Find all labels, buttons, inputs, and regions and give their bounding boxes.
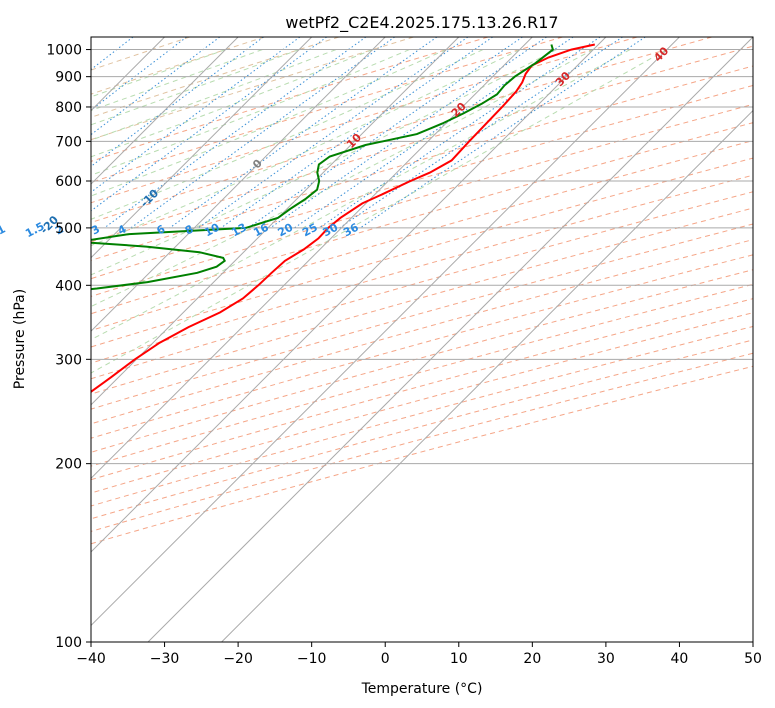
- dewpoint-trace: [91, 44, 555, 291]
- isotherm: [147, 37, 753, 642]
- mixing-ratio-label: 25: [300, 221, 320, 240]
- y-tick-label: 600: [55, 174, 82, 190]
- mixing-ratio-line: [270, 37, 547, 229]
- dry-adiabat: [91, 140, 753, 332]
- dry-adiabat: [91, 269, 753, 453]
- dry-adiabat: [91, 298, 753, 481]
- x-tick-label: 40: [671, 651, 689, 667]
- profile-traces: [91, 43, 596, 394]
- mixing-ratio-label: 10: [202, 221, 222, 240]
- x-tick-label: −10: [297, 651, 327, 667]
- y-tick-label: 200: [55, 457, 82, 473]
- dry-adiabat: [91, 65, 753, 261]
- mixing-ratio-label: 1: [0, 222, 8, 237]
- x-axis-label: Temperature (°C): [361, 681, 483, 697]
- dry-adiabat: [91, 352, 753, 532]
- mixing-ratio-line: [169, 37, 438, 229]
- y-tick-label: 400: [55, 278, 82, 294]
- dry-adiabat: [91, 365, 753, 545]
- mixing-ratio-line: [318, 37, 601, 229]
- y-tick-label: 300: [55, 352, 82, 368]
- background-lines: [0, 37, 753, 545]
- axes: −40 −30 −20 −10 0 10 20 30 40 50 100 200 300 400 500 60…: [46, 43, 762, 667]
- plot-frame: [90, 36, 754, 643]
- moist-adiabat: [91, 49, 668, 374]
- moist-adiabat: [91, 49, 521, 247]
- isotherm: [91, 37, 680, 627]
- mixing-ratio-label: 20: [276, 221, 296, 240]
- dry-adiabat: [91, 339, 753, 520]
- isotherm: [221, 109, 753, 642]
- x-tick-label: 50: [744, 651, 762, 667]
- dry-adiabat: [91, 37, 712, 224]
- isotherm: [91, 37, 386, 332]
- isotherm: [91, 37, 533, 480]
- mixing-ratio-line: [197, 37, 469, 229]
- dry-adiabat: [91, 312, 753, 494]
- dry-adiabat: [91, 84, 753, 280]
- isotherm: [91, 37, 460, 406]
- x-tick-label: −40: [76, 651, 106, 667]
- mixing-ratio-line: [91, 37, 221, 136]
- y-tick-label: 800: [55, 100, 82, 116]
- mixing-ratio-line: [0, 37, 83, 228]
- x-tick-label: −30: [150, 651, 180, 667]
- mixing-ratio-label: 30: [321, 221, 341, 240]
- dry-adiabat: [91, 174, 753, 364]
- y-tick-label: 500: [55, 221, 82, 237]
- grid: [91, 37, 753, 642]
- y-tick-label: 700: [55, 134, 82, 150]
- y-tick-label: 1000: [46, 43, 82, 59]
- dry-adiabat: [91, 191, 753, 380]
- moist-adiabat: [91, 49, 557, 276]
- dry-adiabat: [91, 37, 265, 95]
- dry-adiabat: [91, 283, 753, 467]
- mixing-ratio-line: [91, 37, 264, 168]
- mixing-ratio-line: [339, 37, 623, 229]
- dry-adiabat: [91, 223, 753, 410]
- mixing-ratio-label: 16: [251, 221, 271, 240]
- isotherm: [91, 37, 239, 185]
- moist-adiabat: [91, 49, 226, 98]
- moist-adiabat: [91, 49, 594, 308]
- mixing-ratio-line: [91, 37, 301, 193]
- dry-adiabat: [91, 37, 638, 204]
- x-tick-label: 10: [450, 651, 468, 667]
- chart-title: wetPf2_C2E4.2025.175.13.26.R17: [285, 13, 558, 33]
- dry-adiabat: [91, 157, 753, 348]
- mixing-ratio-label: 13: [229, 221, 249, 240]
- x-tick-label: 20: [523, 651, 541, 667]
- dry-adiabat: [91, 37, 563, 183]
- dry-adiabat: [91, 37, 190, 71]
- x-tick-label: −20: [223, 651, 253, 667]
- isotherm: [91, 37, 607, 553]
- dry-adiabat: [91, 45, 753, 243]
- mixing-ratio-label: 6: [154, 222, 167, 237]
- line-labels: 0.10.20.40.611.52346810131620253036-100-…: [0, 44, 672, 240]
- mixing-ratio-label: 36: [341, 221, 361, 240]
- temperature-trace: [91, 43, 596, 394]
- dry-adiabat: [91, 254, 753, 439]
- x-tick-label: 30: [597, 651, 615, 667]
- moist-adiabat: [91, 49, 410, 176]
- dry-adiabat: [91, 122, 753, 315]
- mixing-ratio-line: [247, 37, 523, 229]
- y-tick-label: 900: [55, 70, 82, 86]
- mixing-ratio-line: [91, 37, 327, 212]
- dry-adiabat: [91, 37, 414, 141]
- mixing-ratio-line: [220, 37, 493, 229]
- dry-adiabat: [91, 239, 753, 425]
- dry-adiabat: [91, 325, 753, 507]
- mixing-ratio-line: [360, 37, 646, 229]
- mixing-ratio-line: [91, 37, 187, 111]
- x-tick-label: 0: [381, 651, 390, 667]
- y-tick-label: 100: [55, 635, 82, 651]
- dry-adiabat: [91, 103, 753, 297]
- dry-adiabat: [91, 207, 753, 395]
- isotherm: [91, 37, 313, 259]
- y-axis-label: Pressure (hPa): [12, 289, 28, 389]
